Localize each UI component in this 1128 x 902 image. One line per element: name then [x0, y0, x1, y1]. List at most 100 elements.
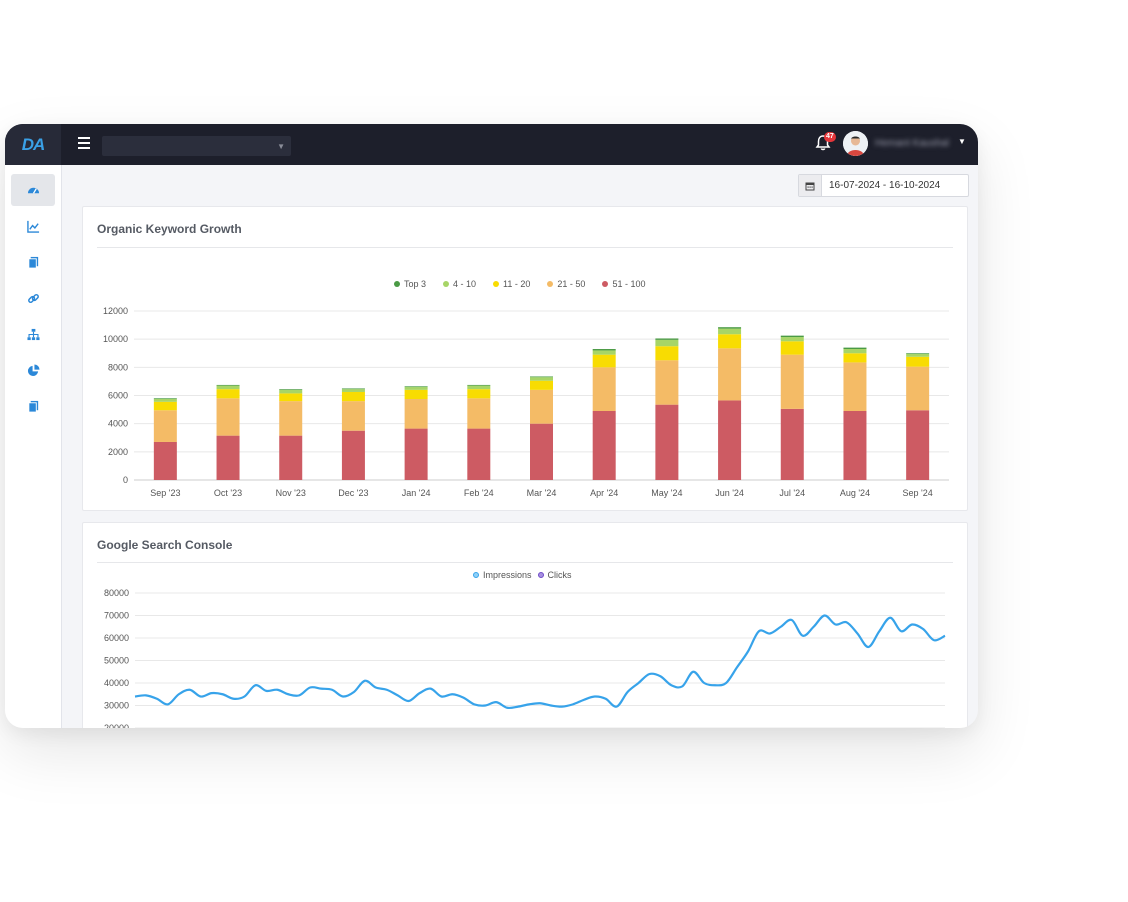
bar-segment[interactable]: [592, 367, 616, 411]
bar-segment[interactable]: [655, 338, 679, 340]
bar-segment[interactable]: [467, 398, 491, 429]
search-console-line-chart: 20000 30000 40000 50000 60000 70000 80000: [104, 588, 946, 728]
sidebar-item-dashboard[interactable]: [11, 174, 55, 206]
bar-segment[interactable]: [655, 339, 679, 347]
bar-segment[interactable]: [404, 386, 428, 388]
sidebar-item-sitemap[interactable]: [11, 318, 55, 350]
user-name[interactable]: Hemant Kaushal: [875, 138, 949, 149]
x-tick-label: May '24: [651, 488, 682, 498]
bar-segment[interactable]: [530, 423, 553, 480]
legend-item-21-50[interactable]: 21 - 50: [547, 279, 585, 289]
bar-segment[interactable]: [655, 404, 679, 480]
bar-segment[interactable]: [718, 348, 742, 401]
bar-segment[interactable]: [718, 328, 742, 335]
bar-segment[interactable]: [341, 389, 365, 392]
bar-segment[interactable]: [780, 337, 804, 342]
bar-segment[interactable]: [341, 391, 365, 402]
legend-item-clicks[interactable]: Clicks: [537, 570, 572, 580]
bar-segment[interactable]: [906, 353, 930, 354]
app-window: DA ▼ 47 Hemant Kaushal ▼: [5, 124, 978, 728]
bar-segment[interactable]: [592, 410, 616, 480]
sidebar-item-copies[interactable]: [11, 390, 55, 422]
menu-toggle-icon[interactable]: [78, 137, 90, 149]
bar-segment[interactable]: [216, 389, 240, 399]
bar-segment[interactable]: [906, 353, 930, 357]
bar-segment[interactable]: [404, 389, 428, 400]
bar-segment[interactable]: [843, 349, 867, 354]
bar-segment[interactable]: [530, 380, 553, 390]
x-tick-label: Nov '23: [276, 488, 306, 498]
bar-segment[interactable]: [718, 334, 742, 349]
bar-segment[interactable]: [843, 353, 867, 363]
sidebar-item-analytics[interactable]: [11, 210, 55, 242]
bar-segment[interactable]: [780, 341, 804, 355]
y-tick-label: 2000: [108, 447, 128, 457]
bar-segment[interactable]: [279, 393, 303, 402]
bar-segment[interactable]: [718, 327, 742, 329]
bar-segment[interactable]: [780, 354, 804, 409]
bar-segment[interactable]: [530, 376, 553, 378]
bar-segment[interactable]: [592, 349, 616, 351]
bar-segment[interactable]: [153, 410, 177, 442]
sidebar-item-links[interactable]: [11, 282, 55, 314]
bar-segment[interactable]: [655, 346, 679, 361]
bar-segment[interactable]: [467, 428, 491, 480]
bar-segment[interactable]: [843, 410, 867, 480]
organic-keyword-card: Organic Keyword Growth Top 3 4 - 10 11 -…: [82, 206, 968, 511]
bar-segment[interactable]: [341, 388, 365, 390]
bar-segment[interactable]: [780, 408, 804, 480]
legend-item-4-10[interactable]: 4 - 10: [443, 279, 476, 289]
bar-segment[interactable]: [216, 385, 240, 390]
bar-segment[interactable]: [404, 399, 428, 429]
legend-item-top3[interactable]: Top 3: [394, 279, 426, 289]
bar-segment[interactable]: [341, 401, 365, 431]
bar-segment[interactable]: [718, 400, 742, 480]
bar-segment[interactable]: [279, 389, 303, 394]
chart-legend: Impressions Clicks: [473, 570, 572, 580]
bar-segment[interactable]: [153, 399, 177, 402]
logo[interactable]: DA: [5, 124, 61, 165]
bar-segment[interactable]: [843, 362, 867, 411]
bar-segment[interactable]: [404, 387, 428, 390]
avatar[interactable]: [843, 131, 868, 156]
bar-segment[interactable]: [279, 401, 303, 436]
sidebar-item-documents[interactable]: [11, 246, 55, 278]
calendar-icon[interactable]: [799, 175, 822, 196]
bar-segment[interactable]: [843, 347, 867, 350]
bar-segment[interactable]: [592, 354, 616, 368]
bar-segment[interactable]: [404, 428, 428, 480]
legend-item-51-100[interactable]: 51 - 100: [602, 279, 645, 289]
bar-segment[interactable]: [906, 366, 930, 411]
legend-item-11-20[interactable]: 11 - 20: [493, 279, 530, 289]
bar-segment[interactable]: [655, 360, 679, 405]
bar-segment[interactable]: [780, 335, 804, 338]
bar-segment[interactable]: [153, 401, 177, 411]
y-tick-label: 0: [123, 475, 128, 485]
bar-segment[interactable]: [153, 441, 177, 480]
impressions-series-line[interactable]: [134, 614, 946, 710]
bar-segment[interactable]: [279, 389, 303, 390]
user-menu-chevron-icon[interactable]: ▼: [958, 137, 966, 146]
legend-item-impressions[interactable]: Impressions: [473, 570, 532, 580]
bar-segment[interactable]: [216, 398, 240, 436]
bar-segment[interactable]: [592, 350, 616, 355]
bar-segment[interactable]: [216, 384, 240, 386]
bar-segment[interactable]: [153, 398, 177, 400]
bar-segment[interactable]: [906, 356, 930, 367]
date-range-picker[interactable]: 16-07-2024 - 16-10-2024: [798, 174, 969, 197]
bar-segment[interactable]: [279, 435, 303, 480]
bar-segment[interactable]: [530, 377, 553, 381]
bar-segment[interactable]: [467, 389, 491, 399]
card-title: Organic Keyword Growth: [97, 222, 242, 236]
sidebar-item-reports[interactable]: [11, 354, 55, 386]
bar-segment[interactable]: [467, 384, 491, 386]
x-tick-label: Oct '23: [214, 488, 242, 498]
bar-segment[interactable]: [530, 389, 553, 424]
bar-segment[interactable]: [216, 435, 240, 480]
legend-label: Impressions: [483, 570, 532, 580]
project-select[interactable]: ▼: [102, 136, 291, 156]
bar-segment[interactable]: [341, 430, 365, 480]
x-tick-label: Jun '24: [715, 488, 744, 498]
bar-segment[interactable]: [467, 385, 491, 390]
bar-segment[interactable]: [906, 410, 930, 480]
